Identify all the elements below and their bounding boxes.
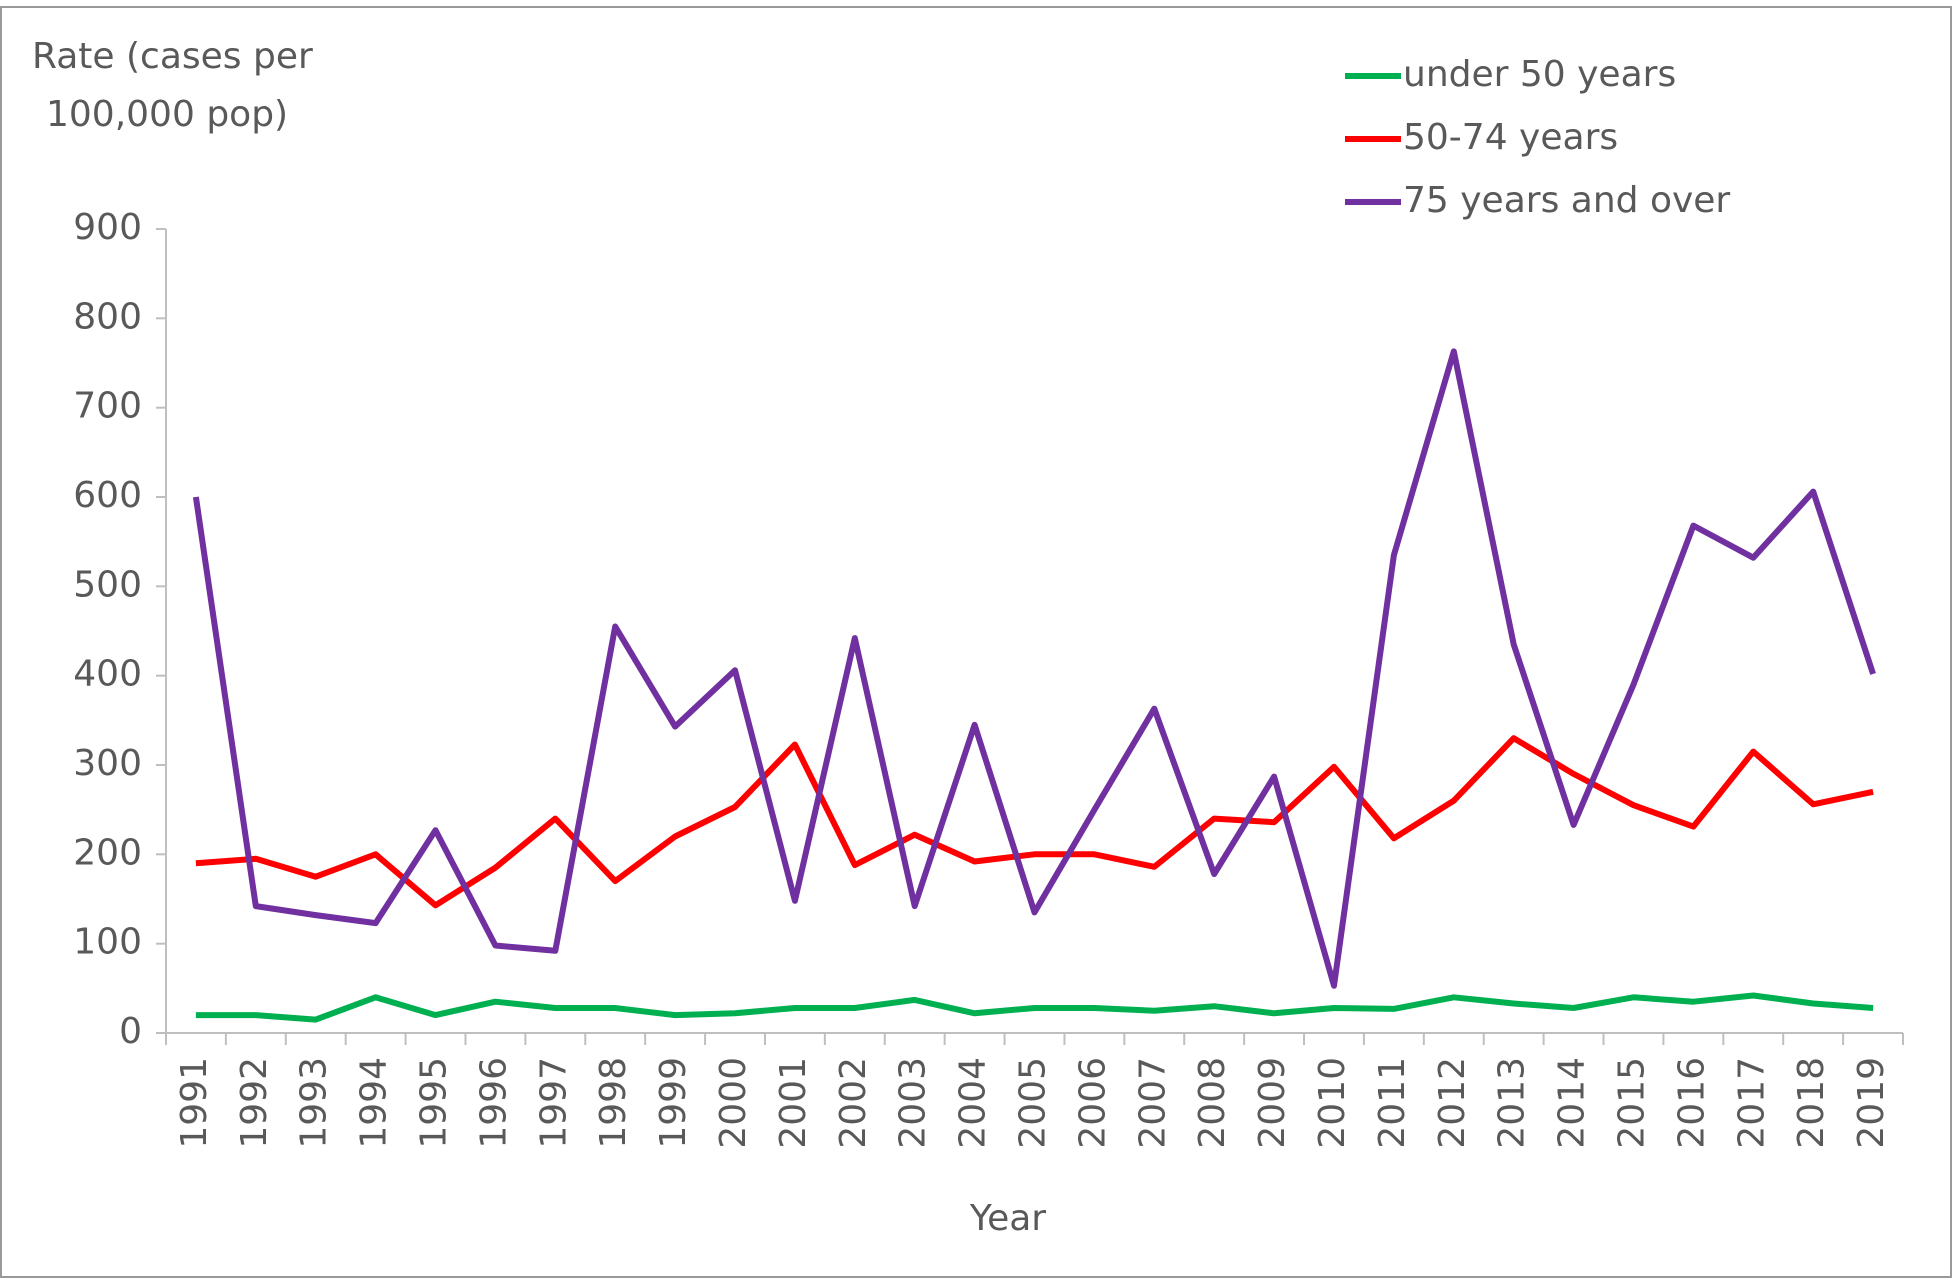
x-tick-label: 1996 — [473, 1057, 514, 1149]
x-axis-label: Year — [969, 1198, 1046, 1239]
x-tick-label: 2001 — [773, 1057, 814, 1149]
x-tick-label: 2006 — [1072, 1057, 1113, 1149]
x-tick-label: 1997 — [533, 1057, 574, 1149]
x-tick-label: 2013 — [1492, 1057, 1533, 1149]
y-tick-label: 300 — [73, 743, 142, 784]
y-tick-label: 400 — [73, 654, 142, 695]
chart-border — [0, 6, 1952, 1278]
x-tick-label: 2004 — [953, 1057, 994, 1149]
y-tick-label: 200 — [73, 832, 142, 873]
legend-label: under 50 years — [1403, 54, 1676, 95]
x-tick-label: 1993 — [294, 1057, 335, 1149]
x-tick-label: 2015 — [1611, 1057, 1652, 1149]
x-tick-label: 1992 — [234, 1057, 275, 1149]
y-tick-label: 0 — [119, 1011, 142, 1052]
x-tick-label: 2019 — [1851, 1057, 1892, 1149]
x-tick-label: 2011 — [1372, 1057, 1413, 1149]
legend-label: 50-74 years — [1403, 117, 1618, 158]
series-line — [195, 992, 1874, 1023]
x-tick-label: 2005 — [1013, 1057, 1054, 1149]
y-tick-label: 500 — [73, 564, 142, 605]
y-axis-label: Rate (cases per — [32, 36, 313, 77]
x-tick-label: 2008 — [1192, 1057, 1233, 1149]
x-tick-label: 2010 — [1312, 1057, 1353, 1149]
x-tick-label: 1999 — [653, 1057, 694, 1149]
x-tick-label: 1994 — [354, 1057, 395, 1149]
x-tick-label: 2018 — [1791, 1057, 1832, 1149]
x-tick-label: 2016 — [1671, 1057, 1712, 1149]
y-tick-label: 900 — [73, 207, 142, 248]
y-tick-label: 700 — [73, 386, 142, 427]
x-tick-label: 2003 — [893, 1057, 934, 1149]
x-tick-label: 2007 — [1132, 1057, 1173, 1149]
x-tick-label: 1998 — [593, 1057, 634, 1149]
x-tick-label: 2009 — [1252, 1057, 1293, 1149]
x-tick-label: 2017 — [1731, 1057, 1772, 1149]
x-tick-label: 2014 — [1552, 1057, 1593, 1149]
x-tick-label: 2000 — [713, 1057, 754, 1149]
legend-label: 75 years and over — [1403, 180, 1730, 221]
x-tick-label: 1995 — [414, 1057, 455, 1149]
x-tick-label: 1991 — [174, 1057, 215, 1149]
x-tick-label: 2012 — [1432, 1057, 1473, 1149]
y-tick-label: 800 — [73, 296, 142, 337]
y-tick-label: 100 — [73, 922, 142, 963]
y-axis-label: 100,000 pop) — [46, 94, 288, 135]
series-line — [192, 348, 1876, 989]
y-tick-label: 600 — [73, 475, 142, 516]
x-tick-label: 2002 — [833, 1057, 874, 1149]
